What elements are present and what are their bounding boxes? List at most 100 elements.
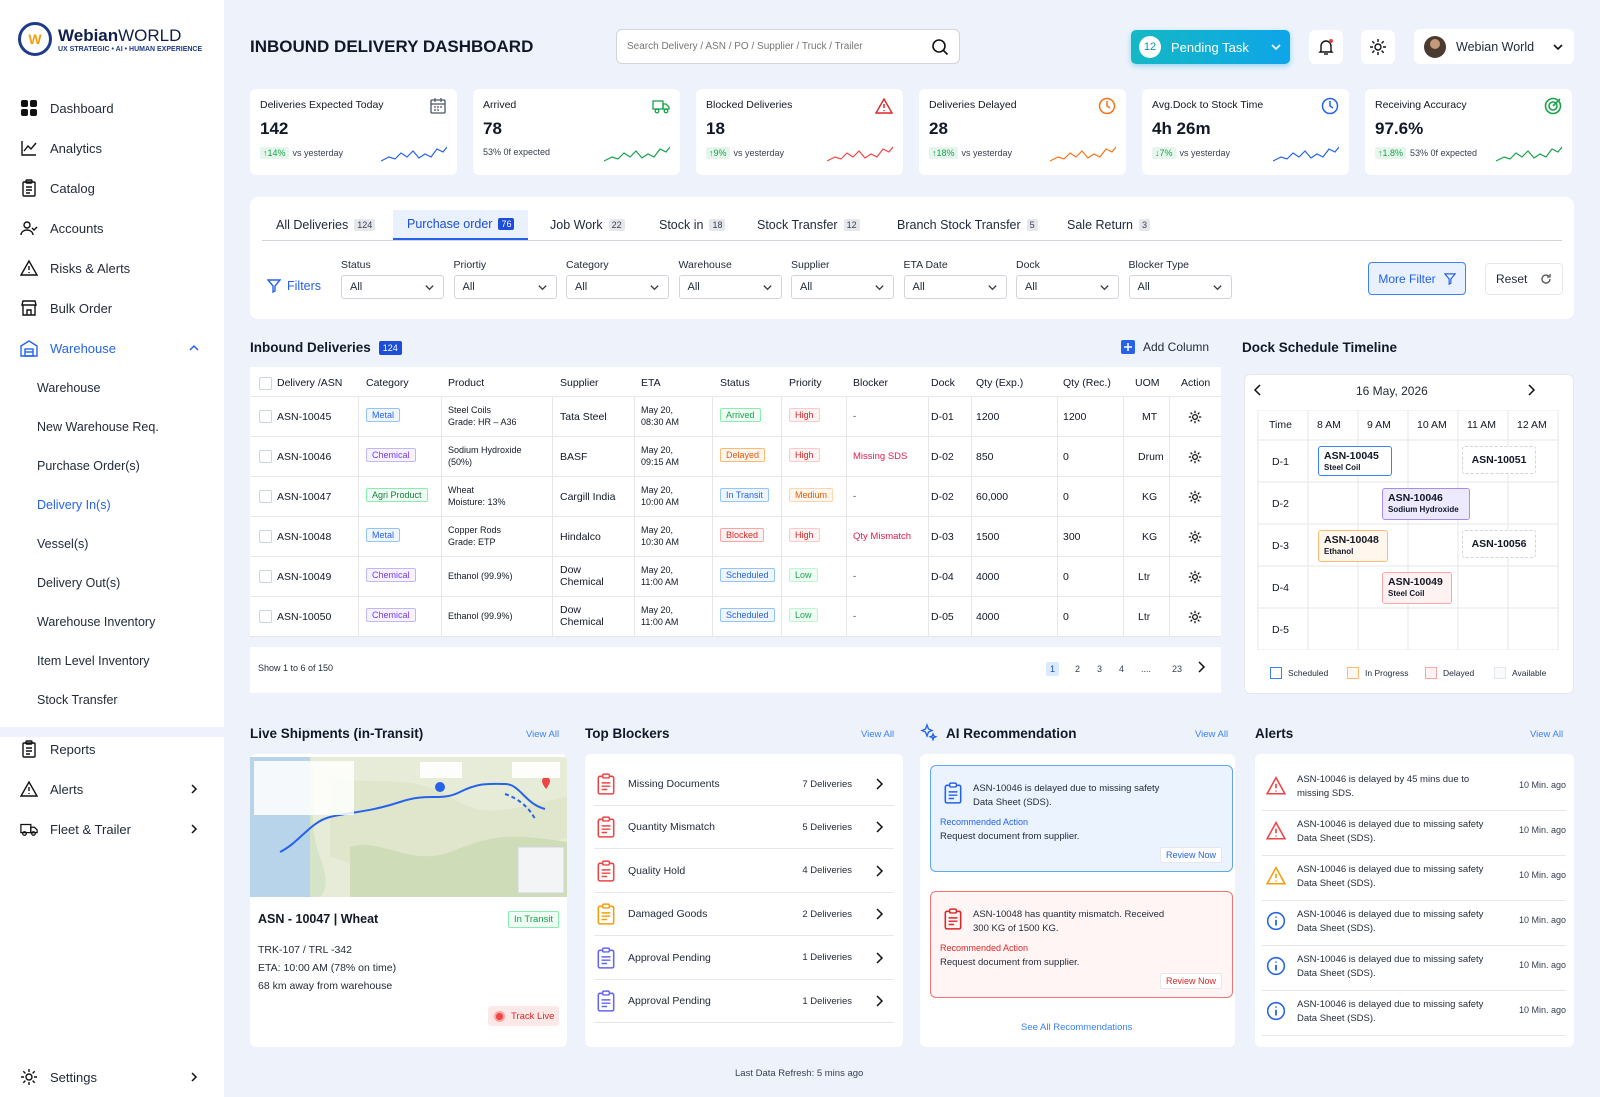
cell-asn[interactable]: ASN-10047: [277, 491, 332, 503]
blocker-row[interactable]: Missing Documents 7 Deliveries: [594, 763, 894, 806]
filter-select-category[interactable]: All: [566, 275, 669, 299]
sidebar-item-dashboard[interactable]: Dashboard: [0, 90, 224, 126]
table-row[interactable]: ASN-10047 Agri Product Wheat Moisture: 13%…: [250, 477, 1221, 517]
row-settings-icon[interactable]: [1188, 410, 1202, 424]
tab-all-deliveries[interactable]: All Deliveries 124: [262, 210, 389, 240]
alert-item[interactable]: ASN-10046 is delayed due to missing safe…: [1262, 901, 1566, 946]
row-checkbox[interactable]: [259, 410, 272, 423]
blocker-row[interactable]: Approval Pending 1 Deliveries: [594, 937, 894, 980]
row-checkbox[interactable]: [259, 570, 272, 583]
filter-select-blocker-type[interactable]: All: [1128, 275, 1232, 299]
cell-asn[interactable]: ASN-10046: [277, 451, 332, 463]
dock-slot[interactable]: ASN-10049 Steel Coil: [1382, 572, 1452, 604]
subnav-warehouse[interactable]: Warehouse: [37, 381, 101, 395]
page-number[interactable]: 2: [1075, 664, 1081, 674]
row-checkbox[interactable]: [259, 610, 272, 623]
settings-button[interactable]: [1361, 30, 1395, 64]
chevron-right-icon[interactable]: [188, 1071, 200, 1083]
subnav-stock-transfer[interactable]: Stock Transfer: [37, 693, 118, 707]
user-menu[interactable]: Webian World: [1414, 29, 1574, 64]
sidebar-item-settings[interactable]: Settings: [0, 1059, 224, 1095]
blocker-row[interactable]: Quantity Mismatch 5 Deliveries: [594, 806, 894, 850]
filter-select-priortiy[interactable]: All: [453, 275, 557, 299]
ai-recommendation-card[interactable]: ASN-10046 is delayed due to missing safe…: [930, 765, 1233, 872]
tab-purchase-order[interactable]: Purchase order 76: [393, 210, 529, 240]
ai-recommendation-card[interactable]: ASN-10048 has quantity mismatch. Receive…: [930, 891, 1233, 998]
tab-stock-transfer[interactable]: Stock Transfer 12: [743, 210, 874, 240]
chevron-right-icon[interactable]: [1526, 384, 1536, 396]
row-settings-icon[interactable]: [1188, 570, 1202, 584]
kpi-card[interactable]: Avg.Dock to Stock Time 4h 26m ↓7% vs yester…: [1142, 89, 1349, 175]
sidebar-item-analytics[interactable]: Analytics: [0, 130, 224, 166]
sidebar-item-alerts[interactable]: Alerts: [0, 771, 224, 807]
more-filter-button[interactable]: More Filter: [1368, 262, 1466, 295]
sidebar-item-reports[interactable]: Reports: [0, 731, 224, 767]
subnav-vessels[interactable]: Vessel(s): [37, 537, 89, 551]
row-checkbox[interactable]: [259, 530, 272, 543]
kpi-card[interactable]: Deliveries Delayed 28 ↑18% vs yesterday: [919, 89, 1126, 175]
shipments-view-all-link[interactable]: View All: [526, 729, 560, 740]
page-number[interactable]: 4: [1119, 664, 1125, 674]
blockers-view-all-link[interactable]: View All: [861, 729, 895, 740]
tab-sale-return[interactable]: Sale Return 3: [1053, 210, 1164, 240]
chevron-right-icon[interactable]: [188, 823, 200, 835]
reset-button[interactable]: Reset: [1485, 263, 1563, 295]
alerts-view-all-link[interactable]: View All: [1530, 729, 1564, 740]
review-now-button[interactable]: Review Now: [1159, 973, 1222, 989]
row-checkbox[interactable]: [259, 450, 272, 463]
row-settings-icon[interactable]: [1188, 450, 1202, 464]
filters-button[interactable]: Filters: [267, 279, 321, 293]
dock-slot[interactable]: ASN-10048 Ethanol: [1318, 530, 1388, 562]
sidebar-item-warehouse[interactable]: Warehouse: [0, 330, 224, 366]
subnav-warehouse-inventory[interactable]: Warehouse Inventory: [37, 615, 156, 629]
tab-job-work[interactable]: Job Work 22: [536, 210, 639, 240]
review-now-button[interactable]: Review Now: [1159, 847, 1222, 863]
subnav-item-level-inventory[interactable]: Item Level Inventory: [37, 654, 150, 668]
table-row[interactable]: ASN-10048 Metal Copper Rods Grade: ETP Hind…: [250, 517, 1221, 557]
chevron-up-icon[interactable]: [188, 342, 200, 354]
row-checkbox[interactable]: [259, 490, 272, 503]
page-number[interactable]: 1: [1046, 662, 1060, 676]
alert-item[interactable]: ASN-10046 is delayed due to missing safe…: [1262, 811, 1566, 856]
route-map[interactable]: [250, 757, 567, 897]
dock-slot[interactable]: ASN-10051: [1462, 446, 1536, 474]
tab-stock-in[interactable]: Stock in 18: [645, 210, 739, 240]
table-row[interactable]: ASN-10045 Metal Steel Coils Grade: HR – A3…: [250, 397, 1221, 437]
dock-slot[interactable]: ASN-10056: [1462, 530, 1536, 558]
row-settings-icon[interactable]: [1188, 610, 1202, 624]
alert-item[interactable]: ASN-10046 is delayed due to missing safe…: [1262, 946, 1566, 991]
subnav-new-warehouse-req[interactable]: New Warehouse Req.: [37, 420, 159, 434]
table-row[interactable]: ASN-10046 Chemical Sodium Hydroxide (50%) B…: [250, 437, 1221, 477]
sidebar-item-catalog[interactable]: Catalog: [0, 170, 224, 206]
kpi-card[interactable]: Deliveries Expected Today 142 ↑14% vs yeste…: [250, 89, 457, 175]
table-row[interactable]: ASN-10049 Chemical Ethanol (99.9%) Dow Chem…: [250, 557, 1221, 597]
table-row[interactable]: ASN-10050 Chemical Ethanol (99.9%) Dow Chem…: [250, 597, 1221, 637]
dock-slot[interactable]: ASN-10045 Steel Coil: [1318, 446, 1392, 476]
filter-select-supplier[interactable]: All: [791, 275, 894, 299]
select-all-checkbox[interactable]: [259, 377, 272, 390]
chevron-right-icon[interactable]: [188, 783, 200, 795]
kpi-card[interactable]: Receiving Accuracy 97.6% ↑1.8% 53% 0f expec…: [1365, 89, 1572, 175]
sidebar-item-bulk-order[interactable]: Bulk Order: [0, 290, 224, 326]
page-number[interactable]: 23: [1172, 664, 1183, 674]
alert-item[interactable]: ASN-10046 is delayed by 45 mins due to m…: [1262, 766, 1566, 811]
cell-asn[interactable]: ASN-10045: [277, 411, 332, 423]
ai-view-all-link[interactable]: View All: [1195, 729, 1229, 740]
blocker-row[interactable]: Quality Hold 4 Deliveries: [594, 850, 894, 893]
tab-branch-stock-transfer[interactable]: Branch Stock Transfer 5: [883, 210, 1052, 240]
next-page-icon[interactable]: [1196, 661, 1206, 673]
filter-select-warehouse[interactable]: All: [678, 275, 782, 299]
sidebar-item-fleet-trailer[interactable]: Fleet & Trailer: [0, 811, 224, 847]
alert-item[interactable]: ASN-10046 is delayed due to missing safe…: [1262, 856, 1566, 901]
cell-asn[interactable]: ASN-10048: [277, 531, 332, 543]
cell-asn[interactable]: ASN-10049: [277, 571, 332, 583]
search-icon[interactable]: [931, 38, 949, 56]
subnav-purchase-orders[interactable]: Purchase Order(s): [37, 459, 140, 473]
filter-select-eta-date[interactable]: All: [903, 275, 1007, 299]
dock-slot[interactable]: ASN-10046 Sodium Hydroxide: [1382, 488, 1470, 520]
filter-select-status[interactable]: All: [341, 275, 444, 299]
blocker-row[interactable]: Approval Pending 1 Deliveries: [594, 980, 894, 1023]
kpi-card[interactable]: Blocked Deliveries 18 ↑9% vs yesterday: [696, 89, 903, 175]
cell-asn[interactable]: ASN-10050: [277, 611, 332, 623]
notification-button[interactable]: [1309, 30, 1343, 64]
